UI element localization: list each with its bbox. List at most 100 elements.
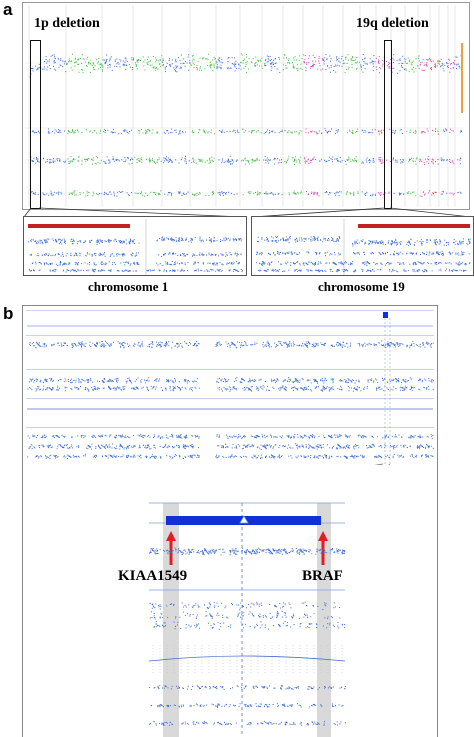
baf-points bbox=[217, 443, 434, 450]
detail-baf-points bbox=[150, 703, 344, 708]
allele-track-band bbox=[419, 190, 430, 197]
detail-log2-points bbox=[149, 547, 346, 556]
allele-track-band bbox=[406, 129, 417, 134]
allele-track-band bbox=[134, 190, 162, 197]
allele-track-band bbox=[443, 128, 448, 132]
allele-track-band bbox=[431, 191, 437, 196]
baf-points bbox=[353, 250, 470, 256]
deletion-bar bbox=[28, 224, 130, 228]
1p-deletion-label: 1p deletion bbox=[34, 16, 100, 31]
region-marker bbox=[383, 312, 388, 318]
allele-track-band bbox=[406, 191, 417, 197]
allele-track-band bbox=[134, 156, 162, 164]
zoom-connector-lines bbox=[23, 207, 472, 218]
baf-points bbox=[27, 453, 200, 460]
allele-track-band bbox=[449, 128, 454, 133]
allele-track-band bbox=[361, 129, 376, 134]
chromosome-7-track-svg bbox=[26, 310, 434, 464]
allele-track-band bbox=[242, 190, 261, 196]
genome-overview-svg bbox=[25, 5, 463, 207]
copy-number-band bbox=[343, 54, 361, 73]
braf-arrow bbox=[318, 531, 328, 565]
allele-track-band bbox=[457, 191, 462, 194]
allele-track-band bbox=[191, 129, 216, 135]
track-header-line bbox=[26, 398, 434, 399]
allele-track-band bbox=[392, 129, 403, 135]
allele-track-band bbox=[345, 156, 357, 165]
baf-points bbox=[29, 252, 139, 258]
allele-track-band bbox=[191, 156, 215, 164]
track-header-line bbox=[26, 310, 434, 311]
copy-number-band bbox=[418, 55, 430, 71]
copy-number-band bbox=[405, 57, 419, 73]
copy-number-band bbox=[263, 55, 284, 73]
allele-track-band bbox=[241, 157, 260, 165]
allele-track-band bbox=[288, 190, 302, 196]
allele-track-band bbox=[304, 156, 322, 164]
copy-number-band bbox=[44, 54, 67, 73]
copy-number-band bbox=[102, 54, 134, 72]
panel-b-letter: b bbox=[3, 304, 14, 323]
allele-track-band bbox=[67, 129, 102, 135]
allele-track-band bbox=[421, 128, 429, 134]
detail-allele-points bbox=[149, 601, 341, 611]
chromosome-1-zoom-svg bbox=[28, 219, 243, 275]
chromosome-19-highlight-box bbox=[384, 40, 392, 209]
copy-number-band bbox=[162, 54, 191, 73]
copy-number-band bbox=[240, 53, 263, 73]
allele-difference-points bbox=[217, 385, 434, 392]
copy-number-band bbox=[439, 58, 449, 72]
allele-track-band bbox=[361, 191, 376, 197]
detail-baf-points bbox=[149, 720, 346, 726]
allele-track-band bbox=[192, 190, 215, 197]
baf-points bbox=[256, 250, 341, 257]
log2-ratio-points bbox=[215, 340, 434, 349]
allele-track-band bbox=[378, 128, 391, 135]
copy-number-band bbox=[133, 55, 163, 71]
baf-points bbox=[215, 453, 434, 459]
copy-number-band bbox=[303, 54, 324, 71]
allele-track-band bbox=[218, 129, 240, 134]
baf-points bbox=[158, 251, 242, 257]
deletion-bar bbox=[358, 224, 470, 228]
allele-track-band bbox=[103, 128, 133, 134]
allele-track-band bbox=[460, 129, 462, 133]
19q-deletion-label: 19q deletion bbox=[356, 16, 429, 31]
allele-track-band bbox=[324, 128, 339, 135]
allele-track-band bbox=[31, 128, 65, 134]
braf-fusion-detail-panel bbox=[22, 465, 438, 737]
copy-number-band bbox=[360, 54, 377, 73]
allele-track-band bbox=[419, 156, 430, 165]
copy-number-points bbox=[156, 236, 242, 243]
chromosome-19-label: chromosome 19 bbox=[318, 279, 405, 294]
baf-points bbox=[28, 268, 243, 273]
allele-track-band bbox=[392, 157, 404, 164]
log2-ratio-points bbox=[29, 340, 200, 349]
track-header-line bbox=[26, 335, 434, 336]
allele-track-band bbox=[345, 191, 359, 196]
allele-track-band bbox=[263, 129, 283, 135]
allele-track-band bbox=[305, 128, 323, 135]
allele-track-band bbox=[440, 157, 448, 162]
detail-allele-points bbox=[153, 621, 346, 630]
allele-track-band bbox=[306, 191, 320, 197]
detail-baf-points bbox=[149, 684, 346, 690]
allele-track-band bbox=[284, 156, 302, 165]
allele-track-band bbox=[431, 158, 439, 165]
copy-number-points bbox=[352, 238, 471, 247]
baf-points bbox=[216, 433, 434, 439]
braf-gene-label: BRAF bbox=[302, 568, 343, 584]
baf-points bbox=[156, 261, 240, 266]
allele-track-band bbox=[449, 159, 455, 165]
panel-a-letter: a bbox=[3, 0, 13, 19]
region-triangle-marker bbox=[239, 515, 249, 524]
copy-number-band bbox=[66, 53, 103, 74]
chromosome-7-track-panel bbox=[22, 305, 438, 466]
allele-track-band bbox=[324, 191, 342, 197]
copy-number-band bbox=[283, 54, 304, 72]
baf-points bbox=[257, 268, 467, 273]
allele-difference-points bbox=[216, 377, 434, 384]
braf-breakpoint-column bbox=[317, 503, 331, 737]
detail-smooth-line bbox=[148, 655, 346, 662]
track-header-line bbox=[26, 427, 434, 428]
